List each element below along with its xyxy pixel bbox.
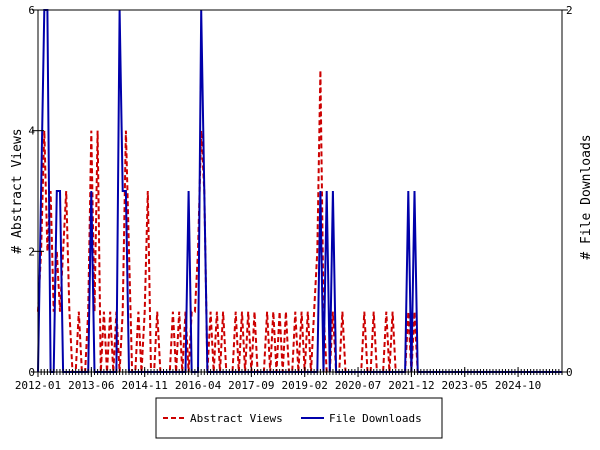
x-tick-label: 2014-11 [122,379,168,392]
y-left-axis-title: # Abstract Views [10,128,25,253]
legend-box [155,397,443,439]
y-right-tick-label: 2 [566,4,573,17]
legend: Abstract Views File Downloads [155,397,443,439]
plot-frame [37,9,563,373]
legend-label-abstract-views: Abstract Views [190,412,283,425]
y-left-tick-label: 0 [28,366,35,379]
x-tick-label: 2019-02 [282,379,328,392]
x-tick-label: 2012-01 [15,379,61,392]
y-right-axis-title: # File Downloads [579,134,594,259]
y-right-tick-label: 0 [566,366,573,379]
y-left-tick-label: 6 [28,4,35,17]
y-left-tick-label: 2 [28,245,35,258]
x-tick-label: 2023-05 [442,379,488,392]
legend-label-file-downloads: File Downloads [329,412,422,425]
x-tick-label: 2013-06 [68,379,114,392]
x-tick-label: 2017-09 [228,379,274,392]
axes: 2012-01 2013-06 2014-11 2016-04 2017-09 2019-… [15,4,573,392]
x-tick-label: 2020-07 [335,379,381,392]
x-tick-label: 2021-12 [388,379,434,392]
x-tick-label: 2024-10 [495,379,541,392]
x-tick-label: 2016-04 [175,379,222,392]
y-left-tick-label: 4 [28,125,35,138]
